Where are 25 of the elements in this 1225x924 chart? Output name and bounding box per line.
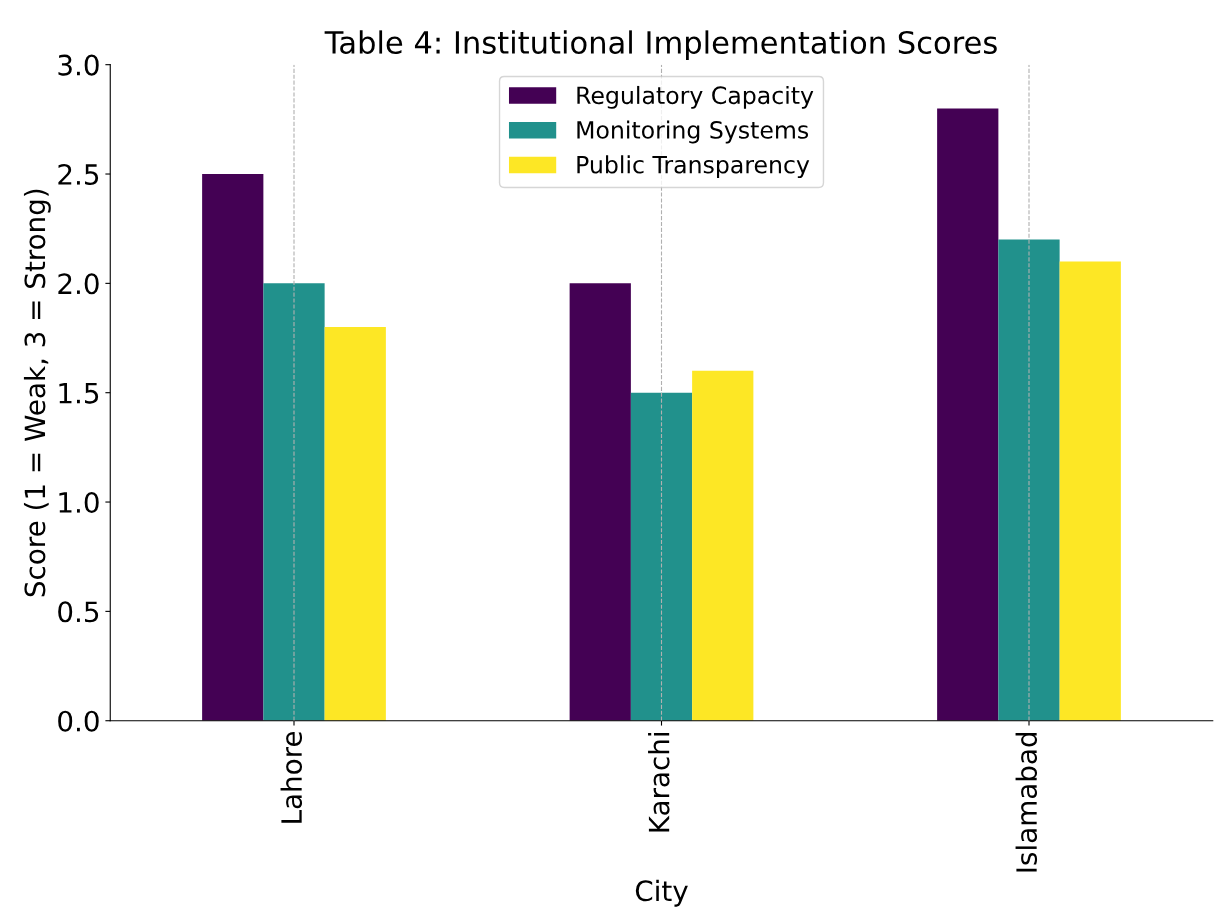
bar: [324, 327, 386, 721]
x-axis-title: City: [635, 879, 688, 907]
bar: [998, 239, 1060, 721]
y-tick-label: 2.0: [58, 273, 99, 295]
bar: [1059, 261, 1121, 721]
legend-label: Regulatory Capacity: [577, 85, 814, 109]
bar: [569, 283, 631, 721]
bar: [630, 392, 693, 721]
x-tick-label: Karachi: [648, 733, 670, 832]
legend-label: Monitoring Systems: [577, 120, 809, 144]
x-tick-label: Islamabad: [1015, 732, 1038, 872]
y-tick-label: 0.0: [58, 710, 99, 732]
bar: [202, 174, 264, 721]
legend-label: Public Transparency: [577, 155, 810, 179]
y-tick-label: 1.0: [59, 491, 99, 513]
y-tick-label: 3.0: [58, 54, 99, 76]
y-tick-label: 0.5: [58, 601, 99, 623]
x-tick-label: Lahore: [280, 731, 303, 823]
bar: [937, 108, 999, 721]
y-axis-title: Score (1 = Weak, 3 = Strong): [23, 189, 51, 597]
y-tick-label: 1.5: [59, 383, 99, 404]
chart-title: Table 4: Institutional Implementation Scores: [324, 30, 997, 60]
bar: [692, 370, 754, 721]
bar: [263, 283, 325, 721]
y-tick-label: 2.5: [58, 163, 99, 185]
